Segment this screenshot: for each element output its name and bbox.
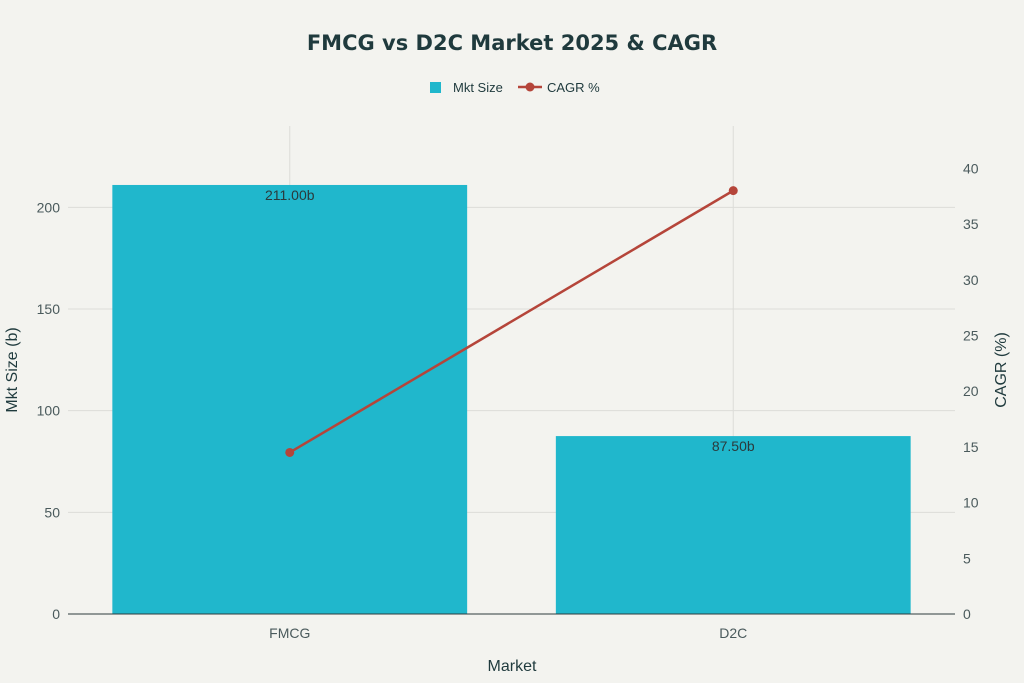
left-y-axis-ticks: 0 50 100 150 200: [37, 199, 61, 622]
legend: Mkt Size CAGR %: [430, 80, 600, 95]
cagr-line: [289, 189, 734, 454]
x-tick-label: D2C: [719, 625, 747, 641]
y2-tick-label: 40: [963, 160, 979, 176]
y2-tick-label: 15: [963, 439, 979, 455]
x-tick-label: FMCG: [269, 625, 310, 641]
right-y-axis-title: CAGR (%): [993, 332, 1010, 408]
cagr-point: [728, 186, 738, 196]
y2-tick-label: 5: [963, 550, 971, 566]
cagr-point: [285, 447, 295, 457]
y-tick-label: 200: [37, 199, 61, 215]
chart-title: FMCG vs D2C Market 2025 & CAGR: [307, 31, 717, 55]
bars: [112, 184, 911, 614]
bar-fmcg: [112, 184, 468, 614]
y-tick-label: 150: [37, 301, 61, 317]
x-axis-ticks: FMCG D2C: [269, 625, 747, 641]
right-y-axis-ticks: 0 5 10 15 20 25 30 35 40: [963, 160, 979, 622]
legend-label-cagr: CAGR %: [547, 80, 600, 95]
y2-tick-label: 0: [963, 606, 971, 622]
y2-tick-label: 35: [963, 216, 979, 232]
bar-label: 87.50b: [712, 438, 755, 454]
bar-d2c: [555, 436, 911, 614]
legend-swatch-mkt-size: [430, 82, 441, 93]
bar-label: 211.00b: [265, 187, 315, 203]
legend-label-mkt-size: Mkt Size: [453, 80, 503, 95]
y2-tick-label: 10: [963, 495, 979, 511]
y2-tick-label: 25: [963, 327, 979, 343]
legend-swatch-cagr-marker: [525, 82, 535, 92]
y2-tick-label: 30: [963, 272, 979, 288]
left-y-axis-title: Mkt Size (b): [4, 327, 21, 412]
x-axis-title: Market: [488, 658, 537, 675]
cagr-line-series: [285, 186, 738, 457]
y-tick-label: 0: [52, 606, 60, 622]
y-tick-label: 50: [44, 504, 60, 520]
y-tick-label: 100: [37, 403, 61, 419]
y2-tick-label: 20: [963, 383, 979, 399]
bar-labels: 211.00b 87.50b: [265, 187, 755, 454]
